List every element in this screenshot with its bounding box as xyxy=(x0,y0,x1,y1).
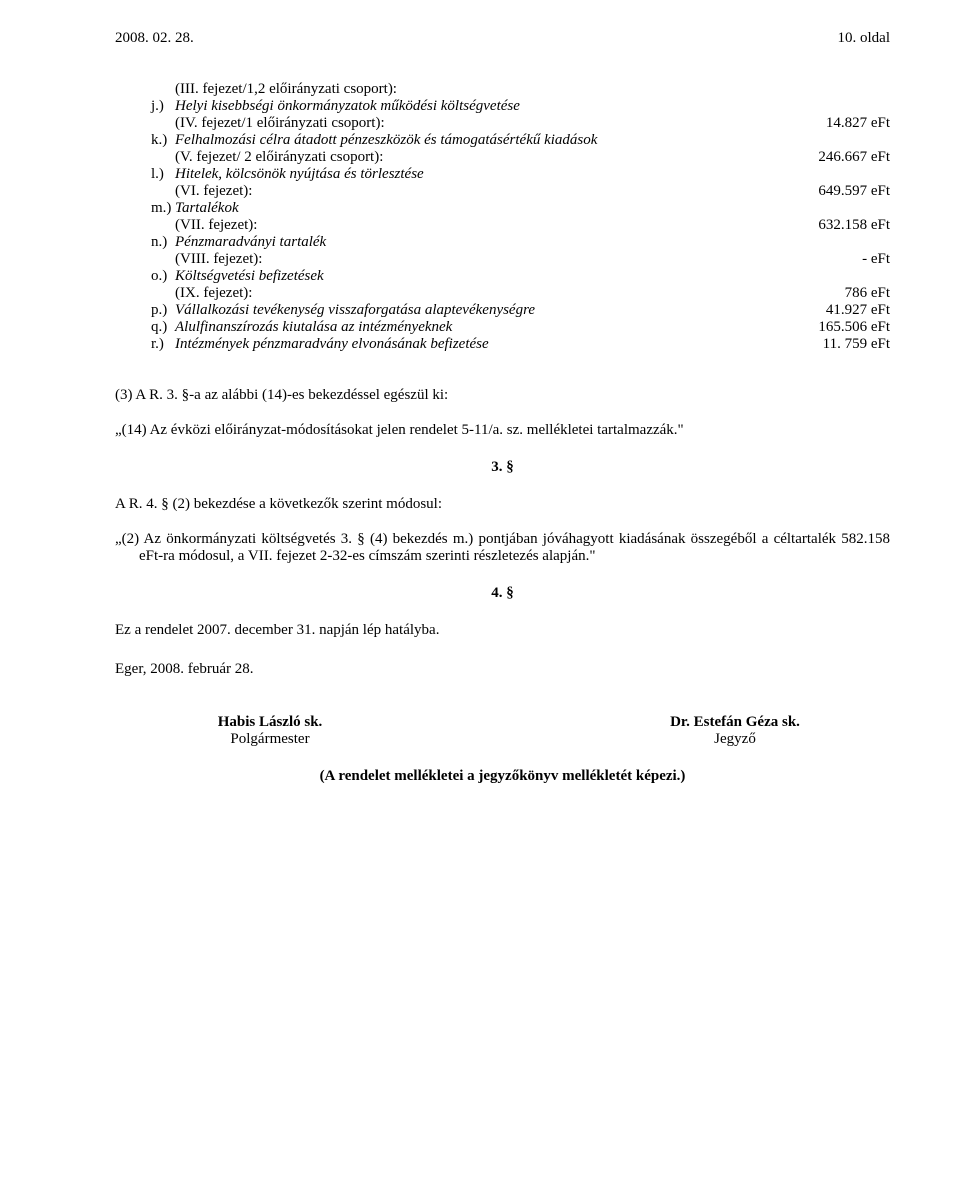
place-date: Eger, 2008. február 28. xyxy=(115,661,890,678)
item-letter: n.) xyxy=(115,234,175,251)
item-letter: q.) xyxy=(115,319,175,336)
item-amount: 632.158 eFt xyxy=(750,217,890,234)
list-item: o.) Költségvetési befizetések (IX. fejez… xyxy=(115,268,890,302)
section-3: 3. § xyxy=(115,459,890,476)
item-amount: 246.667 eFt xyxy=(750,149,890,166)
amount-text: 786 eFt xyxy=(845,285,890,301)
item-amount: 41.927 eFt xyxy=(750,302,890,319)
amount-text: 246.667 eFt xyxy=(818,149,890,165)
list-item: l.) Hitelek, kölcsönök nyújtása és törle… xyxy=(115,166,890,200)
item-text: Tartalékok xyxy=(175,200,239,216)
document-page: 2008. 02. 28. 10. oldal (III. fejezet/1,… xyxy=(0,0,960,825)
amount-text: 11. 759 eFt xyxy=(823,336,890,352)
amount-text: 649.597 eFt xyxy=(818,183,890,199)
item-label: Intézmények pénzmaradvány elvonásának be… xyxy=(175,336,750,353)
item-label: Hitelek, kölcsönök nyújtása és törleszté… xyxy=(175,166,750,200)
item-sub: (VIII. fejezet): xyxy=(175,251,740,268)
item-text: Hitelek, kölcsönök nyújtása és törleszté… xyxy=(175,166,424,182)
section-4: 4. § xyxy=(115,585,890,602)
item-amount: - eFt xyxy=(750,251,890,268)
para-2-text: „(2) Az önkormányzati költségvetés 3. § … xyxy=(115,531,890,565)
header-date: 2008. 02. 28. xyxy=(115,30,194,47)
list-item: m.) Tartalékok (VII. fejezet): 632.158 e… xyxy=(115,200,890,234)
para-2-quote: „(2) Az önkormányzati költségvetés 3. § … xyxy=(115,531,890,565)
item-letter: k.) xyxy=(115,132,175,149)
item-label: Vállalkozási tevékenység visszaforgatása… xyxy=(175,302,750,319)
intro-label: (III. fejezet/1,2 előirányzati csoport): xyxy=(175,81,750,98)
intro-sub: (III. fejezet/1,2 előirányzati csoport): xyxy=(175,81,740,98)
item-sub: (VII. fejezet): xyxy=(175,217,740,234)
page-header: 2008. 02. 28. 10. oldal xyxy=(115,30,890,47)
item-text: Költségvetési befizetések xyxy=(175,268,324,284)
list-item: q.) Alulfinanszírozás kiutalása az intéz… xyxy=(115,319,890,336)
item-letter: o.) xyxy=(115,268,175,285)
item-text: Alulfinanszírozás kiutalása az intézmény… xyxy=(175,319,452,335)
item-label: Alulfinanszírozás kiutalása az intézmény… xyxy=(175,319,750,336)
list-item: k.) Felhalmozási célra átadott pénzeszkö… xyxy=(115,132,890,166)
item-letter: l.) xyxy=(115,166,175,183)
amount-text: 14.827 eFt xyxy=(826,115,890,131)
list-item: j.) Helyi kisebbségi önkormányzatok műkö… xyxy=(115,98,890,132)
list-item: n.) Pénzmaradványi tartalék (VIII. fejez… xyxy=(115,234,890,268)
item-letter: r.) xyxy=(115,336,175,353)
item-label: Felhalmozási célra átadott pénzeszközök … xyxy=(175,132,750,166)
para-3-intro: (3) A R. 3. §-a az alábbi (14)-es bekezd… xyxy=(115,387,890,404)
item-text: Felhalmozási célra átadott pénzeszközök … xyxy=(175,132,597,148)
item-letter: m.) xyxy=(115,200,175,217)
item-label: Költségvetési befizetések (IX. fejezet): xyxy=(175,268,750,302)
sig-title-1: Polgármester xyxy=(115,731,425,748)
para-14: „(14) Az évközi előirányzat-módosításoka… xyxy=(115,422,890,439)
item-text: Pénzmaradványi tartalék xyxy=(175,234,326,250)
sig-name-2: Dr. Estefán Géza sk. xyxy=(580,714,890,731)
item-amount: 165.506 eFt xyxy=(750,319,890,336)
item-amount: 649.597 eFt xyxy=(750,183,890,200)
list-item: r.) Intézmények pénzmaradvány elvonásána… xyxy=(115,336,890,353)
effective-date: Ez a rendelet 2007. december 31. napján … xyxy=(115,622,890,639)
signature-right: Dr. Estefán Géza sk. Jegyző xyxy=(580,714,890,748)
intro-row: (III. fejezet/1,2 előirányzati csoport): xyxy=(115,81,890,98)
signature-block: Habis László sk. Polgármester Dr. Estefá… xyxy=(115,714,890,748)
list-item: p.) Vállalkozási tevékenység visszaforga… xyxy=(115,302,890,319)
item-sub: (IV. fejezet/1 előirányzati csoport): xyxy=(175,115,740,132)
item-label: Pénzmaradványi tartalék (VIII. fejezet): xyxy=(175,234,750,268)
item-label: Tartalékok (VII. fejezet): xyxy=(175,200,750,234)
item-amount: 786 eFt xyxy=(750,285,890,302)
item-letter: j.) xyxy=(115,98,175,115)
header-page: 10. oldal xyxy=(838,30,891,47)
sig-title-2: Jegyző xyxy=(580,731,890,748)
item-text: Intézmények pénzmaradvány elvonásának be… xyxy=(175,336,489,352)
item-amount: 14.827 eFt xyxy=(750,115,890,132)
mod-r4: A R. 4. § (2) bekezdése a következők sze… xyxy=(115,496,890,513)
amount-text: - eFt xyxy=(862,251,890,267)
item-sub: (V. fejezet/ 2 előirányzati csoport): xyxy=(175,149,740,166)
amount-text: 165.506 eFt xyxy=(818,319,890,335)
item-label: Helyi kisebbségi önkormányzatok működési… xyxy=(175,98,750,132)
footer-note: (A rendelet mellékletei a jegyzőkönyv me… xyxy=(115,768,890,785)
item-text: Helyi kisebbségi önkormányzatok működési… xyxy=(175,98,520,114)
item-sub: (VI. fejezet): xyxy=(175,183,740,200)
item-text: Vállalkozási tevékenység visszaforgatása… xyxy=(175,302,535,318)
signature-left: Habis László sk. Polgármester xyxy=(115,714,425,748)
item-amount: 11. 759 eFt xyxy=(750,336,890,353)
item-letter: p.) xyxy=(115,302,175,319)
item-sub: (IX. fejezet): xyxy=(175,285,740,302)
budget-list: (III. fejezet/1,2 előirányzati csoport):… xyxy=(115,81,890,353)
amount-text: 41.927 eFt xyxy=(826,302,890,318)
sig-name-1: Habis László sk. xyxy=(115,714,425,731)
amount-text: 632.158 eFt xyxy=(818,217,890,233)
